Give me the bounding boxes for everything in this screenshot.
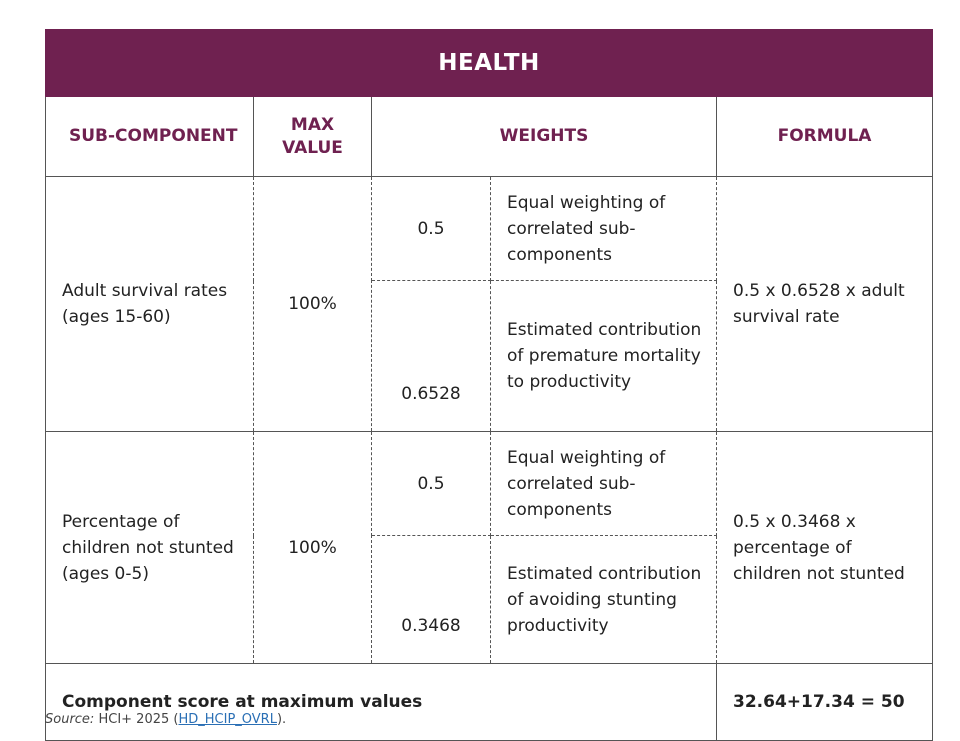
weight-value-cell: 0.6528: [371, 280, 491, 432]
formula-cell: 0.5 x 0.6528 x adult survival rate: [715, 176, 934, 432]
total-label: Component score at maximum values: [45, 663, 717, 741]
header-max-value: MAX VALUE: [253, 96, 372, 177]
total-row: Component score at maximum values 32.64+…: [45, 663, 934, 741]
table-title: HEALTH: [44, 29, 934, 97]
source-note: Source: HCI+ 2025 (HD_HCIP_OVRL).: [45, 712, 286, 727]
sub-component-cell: Percentage of children not stunted (ages…: [45, 431, 254, 664]
max-value-cell: 100%: [253, 431, 372, 664]
table-row: Adult survival rates (ages 15-60) 100% 0…: [45, 176, 934, 432]
health-table-container: HEALTH SUB-COMPONENT MAX VALUE WEIGHTS FO…: [44, 29, 934, 741]
formula-cell: 0.5 x 0.3468 x percentage of children no…: [715, 431, 934, 664]
header-max-value-line2: VALUE: [282, 137, 343, 158]
weight-value-cell: 0.5: [371, 176, 491, 281]
weight-description-cell: Equal weighting of correlated sub-compon…: [490, 176, 717, 281]
weight-description-cell: Estimated contribution of premature mort…: [490, 280, 717, 432]
total-value: 32.64+17.34 = 50: [715, 663, 934, 741]
weight-value-cell: 0.5: [371, 431, 491, 536]
table-row: 0.6528 Estimated contribution of prematu…: [46, 280, 933, 432]
source-label: Source:: [45, 712, 95, 727]
weight-value-cell: 0.3468: [371, 535, 491, 664]
weight-description-cell: Estimated contribution of avoiding stunt…: [490, 535, 717, 664]
table-row: Percentage of children not stunted (ages…: [45, 431, 934, 664]
header-max-value-line1: MAX: [290, 114, 335, 135]
header-weights: WEIGHTS: [371, 96, 717, 177]
max-value-cell: 100%: [253, 176, 372, 432]
table-row: 0.3468 Estimated contribution of avoidin…: [46, 535, 933, 664]
source-link[interactable]: HD_HCIP_OVRL: [178, 712, 277, 727]
health-table: HEALTH SUB-COMPONENT MAX VALUE WEIGHTS FO…: [44, 29, 934, 741]
header-formula: FORMULA: [715, 96, 934, 177]
header-sub-component: SUB-COMPONENT: [45, 96, 254, 177]
source-text: HCI+ 2025 (: [98, 712, 179, 727]
sub-component-cell: Adult survival rates (ages 15-60): [45, 176, 254, 432]
source-suffix: ).: [276, 712, 287, 727]
weight-description-cell: Equal weighting of correlated sub-compon…: [490, 431, 717, 536]
